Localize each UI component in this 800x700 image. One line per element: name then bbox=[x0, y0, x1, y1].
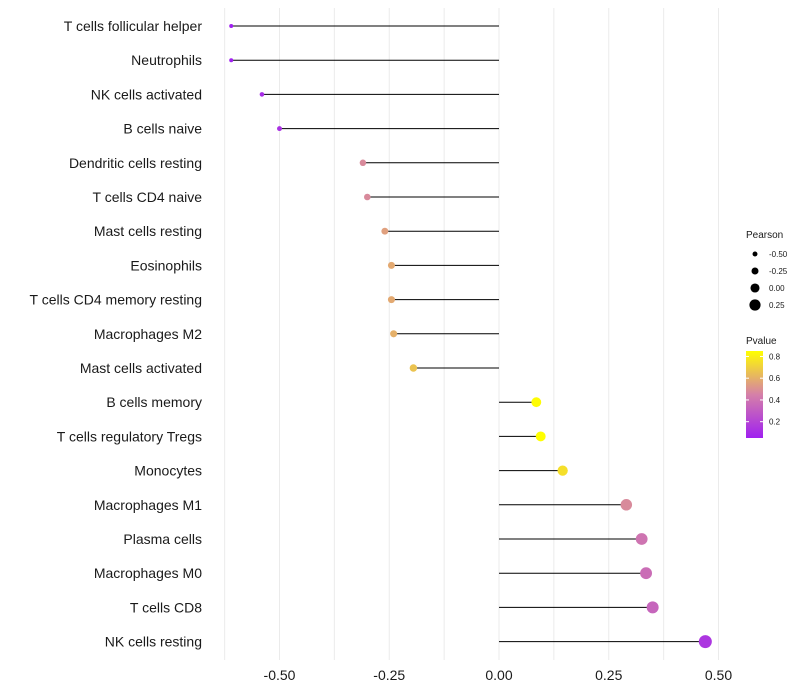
data-point bbox=[277, 126, 282, 132]
data-point bbox=[390, 330, 398, 338]
x-tick-label: -0.50 bbox=[264, 667, 296, 683]
data-point bbox=[698, 635, 712, 649]
data-point bbox=[557, 465, 568, 476]
y-tick-label: Macrophages M0 bbox=[94, 565, 202, 581]
y-tick-label: Eosinophils bbox=[130, 257, 202, 273]
size-legend-key bbox=[749, 299, 761, 311]
size-legend-label: -0.25 bbox=[769, 267, 788, 276]
color-legend-title: Pvalue bbox=[746, 336, 777, 347]
data-point bbox=[535, 431, 546, 442]
data-point bbox=[620, 499, 633, 511]
size-legend-title: Pearson bbox=[746, 230, 783, 241]
data-point bbox=[259, 92, 265, 97]
size-legend-key bbox=[751, 267, 759, 275]
data-point bbox=[409, 364, 418, 372]
data-point bbox=[387, 296, 395, 304]
color-legend-label: 0.2 bbox=[769, 418, 781, 427]
y-axis-labels: T cells follicular helper Neutrophils NK c… bbox=[30, 18, 203, 650]
y-tick-label: Monocytes bbox=[134, 463, 202, 479]
color-legend: Pvalue 0.8 0.6 0.4 0.2 bbox=[746, 336, 781, 438]
data-point bbox=[359, 159, 367, 167]
lollipop-points bbox=[229, 24, 712, 649]
y-tick-label: T cells CD4 naive bbox=[93, 189, 203, 205]
y-tick-label: B cells memory bbox=[106, 394, 202, 410]
y-tick-label: Plasma cells bbox=[123, 531, 202, 547]
y-tick-label: T cells CD4 memory resting bbox=[30, 292, 202, 308]
size-legend: Pearson -0.50 -0.25 0.00 0.25 bbox=[746, 230, 788, 311]
color-legend-label: 0.4 bbox=[769, 396, 781, 405]
data-point bbox=[646, 601, 659, 614]
color-legend-bar bbox=[746, 351, 763, 438]
size-legend-label: -0.50 bbox=[769, 250, 788, 259]
y-tick-label: Mast cells activated bbox=[80, 360, 202, 376]
color-legend-label: 0.8 bbox=[769, 352, 781, 361]
lollipop-stems bbox=[231, 25, 706, 643]
y-tick-label: NK cells resting bbox=[105, 634, 202, 650]
y-tick-label: T cells CD8 bbox=[130, 599, 202, 615]
data-point bbox=[387, 261, 395, 269]
color-legend-label: 0.6 bbox=[769, 374, 781, 383]
data-point bbox=[381, 227, 389, 235]
data-point bbox=[635, 533, 648, 545]
y-tick-label: T cells regulatory Tregs bbox=[57, 428, 202, 444]
x-tick-label: 0.25 bbox=[595, 667, 622, 683]
y-tick-label: Dendritic cells resting bbox=[69, 155, 202, 171]
size-legend-label: 0.25 bbox=[769, 301, 785, 310]
x-axis-labels: -0.50 -0.25 0.00 0.25 0.50 bbox=[264, 667, 733, 683]
data-point bbox=[640, 567, 653, 580]
y-tick-label: T cells follicular helper bbox=[64, 18, 203, 34]
x-tick-label: -0.25 bbox=[373, 667, 405, 683]
x-tick-label: 0.00 bbox=[485, 667, 512, 683]
size-legend-key bbox=[750, 283, 760, 293]
y-tick-label: B cells naive bbox=[123, 121, 202, 137]
y-tick-label: NK cells activated bbox=[91, 86, 202, 102]
y-tick-label: Macrophages M2 bbox=[94, 326, 202, 342]
data-point bbox=[364, 193, 371, 201]
y-tick-label: Mast cells resting bbox=[94, 223, 202, 239]
x-tick-label: 0.50 bbox=[705, 667, 732, 683]
size-legend-key bbox=[752, 251, 758, 257]
data-point bbox=[229, 58, 234, 63]
data-point bbox=[531, 397, 542, 408]
y-tick-label: Macrophages M1 bbox=[94, 497, 202, 513]
data-point bbox=[229, 24, 234, 28]
y-tick-label: Neutrophils bbox=[131, 52, 202, 68]
size-legend-label: 0.00 bbox=[769, 284, 785, 293]
